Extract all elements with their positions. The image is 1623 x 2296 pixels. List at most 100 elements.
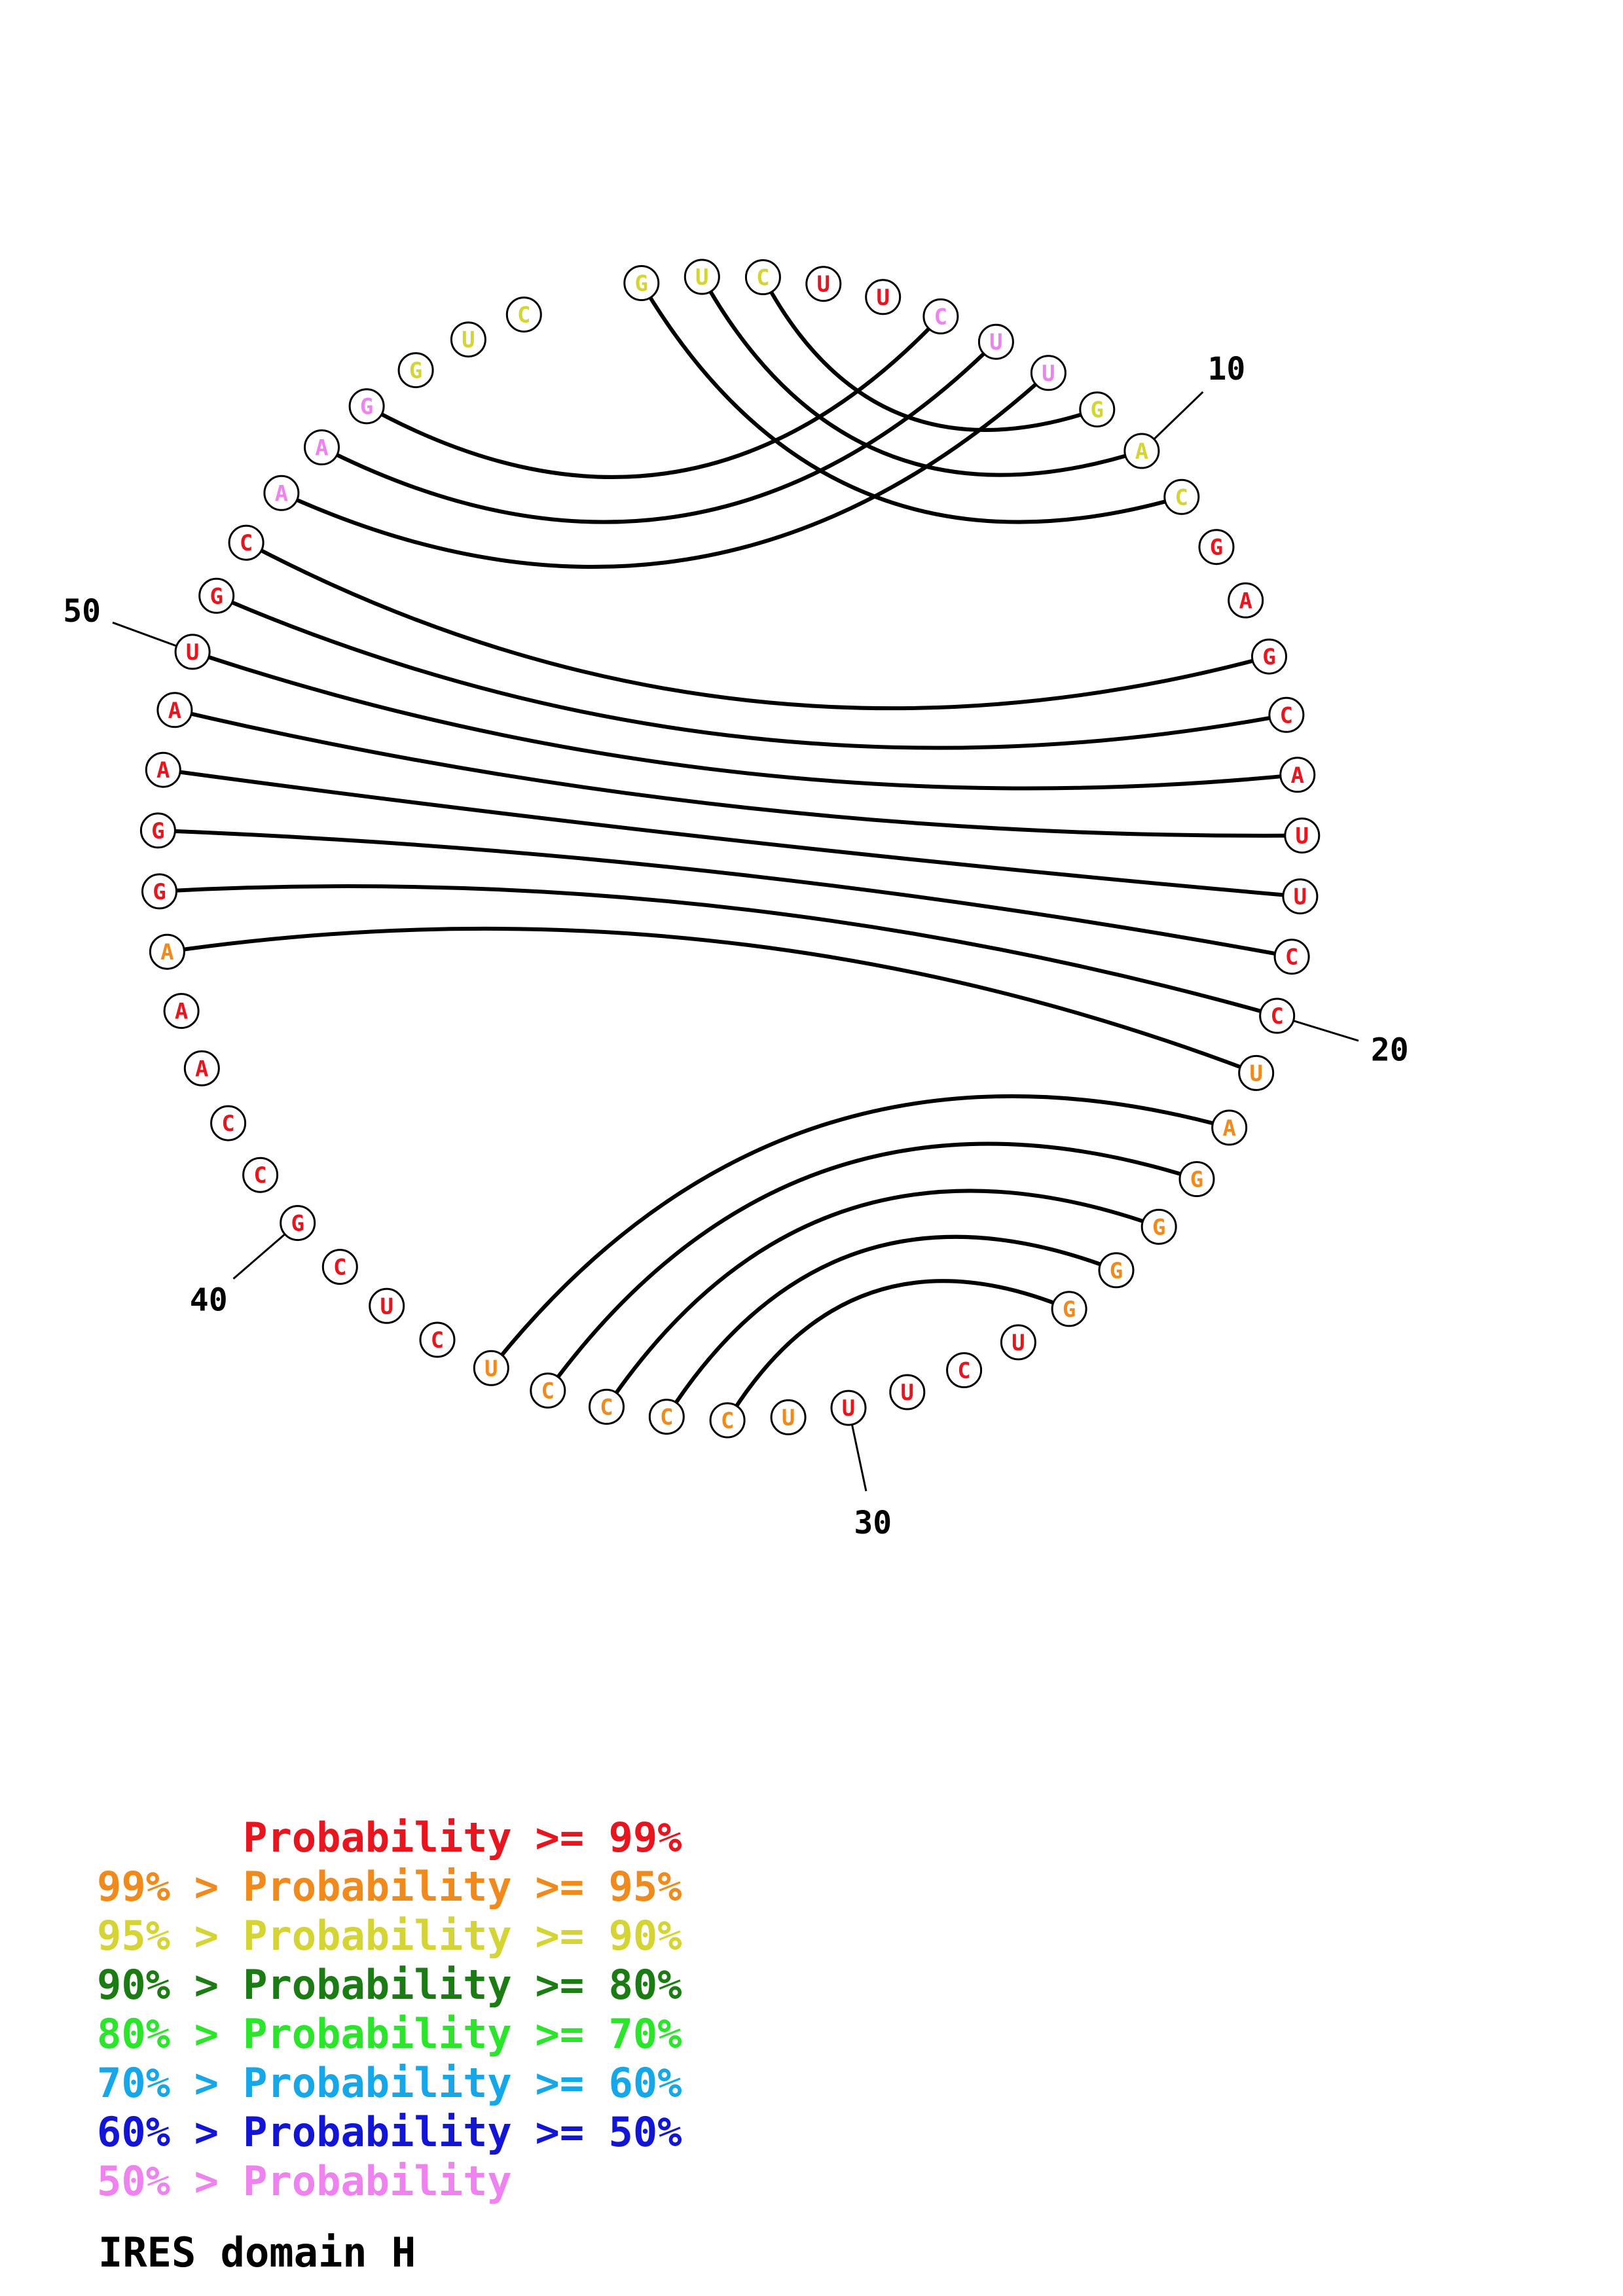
nucleotide-21: U bbox=[1238, 1054, 1275, 1091]
legend-label: Probability bbox=[243, 2059, 512, 2107]
nucleotide-17: U bbox=[1284, 817, 1321, 854]
nucleotide-circle bbox=[1198, 529, 1235, 565]
nucleotide-base: U bbox=[462, 327, 475, 353]
nucleotide-circle bbox=[1123, 433, 1160, 469]
nucleotide-base: G bbox=[153, 879, 166, 905]
nucleotide-base: A bbox=[1239, 588, 1252, 614]
nucleotide-4: U bbox=[805, 266, 842, 302]
nucleotide-49: A bbox=[156, 692, 193, 728]
nucleotide-23: G bbox=[1178, 1161, 1215, 1197]
nucleotide-base: C bbox=[721, 1408, 734, 1434]
nucleotide-circle bbox=[505, 296, 542, 333]
nucleotide-30: U bbox=[830, 1390, 867, 1426]
nucleotide-base: C bbox=[1175, 484, 1188, 511]
legend-lower: 90% bbox=[97, 1961, 170, 2009]
nucleotide-circle bbox=[709, 1402, 746, 1439]
nucleotide-base: G bbox=[1210, 535, 1223, 561]
legend-lower: 60% bbox=[97, 2108, 170, 2156]
nucleotide-circle bbox=[1282, 878, 1319, 915]
nucleotide-circle bbox=[589, 1388, 625, 1425]
nucleotide-circle bbox=[805, 266, 842, 302]
nucleotide-1: G bbox=[623, 265, 660, 301]
nucleotide-circle bbox=[1228, 582, 1264, 619]
nucleotide-base: C bbox=[1270, 1003, 1283, 1030]
base-pair-arc-26-32 bbox=[725, 1279, 1070, 1422]
nucleotide-base: G bbox=[1152, 1214, 1165, 1240]
nucleotide-circle bbox=[648, 1399, 685, 1435]
nucleotide-circle bbox=[1163, 478, 1200, 515]
nucleotide-circle bbox=[1238, 1054, 1275, 1091]
nucleotide-55: G bbox=[348, 388, 385, 425]
nucleotide-circle bbox=[946, 1352, 983, 1388]
nucleotide-50: U bbox=[174, 634, 211, 670]
nucleotide-31: U bbox=[770, 1399, 807, 1435]
nucleotide-circle bbox=[889, 1374, 926, 1410]
nucleotide-base: G bbox=[1063, 1297, 1076, 1323]
nucleotide-2: U bbox=[684, 259, 720, 295]
nucleotide-base: U bbox=[695, 264, 708, 291]
nucleotide-42: C bbox=[210, 1105, 247, 1141]
nucleotide-base: U bbox=[1249, 1060, 1262, 1086]
nucleotide-circle bbox=[1079, 391, 1116, 428]
nucleotide-base: U bbox=[1296, 823, 1309, 850]
legend-op: > bbox=[194, 2108, 219, 2156]
legend-op: > bbox=[194, 1863, 219, 1910]
nucleotide-37: C bbox=[419, 1321, 456, 1358]
position-label-10: 10 bbox=[1208, 351, 1246, 387]
nucleotide-base: U bbox=[380, 1293, 393, 1319]
nucleotide-circles: G U C UUCUUGACGAGCAUUCCUAGGGGUCUUUCCCCUCUCG… bbox=[139, 259, 1321, 1439]
nucleotide-base: C bbox=[957, 1358, 970, 1384]
legend-label: Probability bbox=[243, 1814, 512, 1861]
nucleotide-15: C bbox=[1268, 696, 1305, 733]
nucleotide-circle bbox=[1178, 1161, 1215, 1197]
base-pair-arc-15-51 bbox=[215, 594, 1287, 750]
position-tick-40 bbox=[232, 1233, 286, 1280]
nucleotide-base: U bbox=[782, 1405, 795, 1431]
nucleotide-41: C bbox=[242, 1157, 279, 1193]
nucleotide-39: C bbox=[321, 1249, 358, 1285]
legend-op: > bbox=[194, 1961, 219, 2009]
nucleotide-52: C bbox=[228, 524, 264, 561]
nucleotide-base: C bbox=[240, 530, 253, 556]
nucleotide-circle bbox=[1051, 1291, 1087, 1327]
nucleotide-circle bbox=[263, 475, 300, 511]
nucleotide-32: C bbox=[709, 1402, 746, 1439]
base-pair-arc-17-49 bbox=[174, 708, 1302, 838]
nucleotide-circle bbox=[1268, 696, 1305, 733]
nucleotide-20: C bbox=[1259, 997, 1296, 1034]
nucleotide-base: A bbox=[160, 939, 173, 965]
nucleotide-10: A bbox=[1123, 433, 1160, 469]
nucleotide-circle bbox=[684, 259, 720, 295]
nucleotide-circle bbox=[183, 1050, 220, 1086]
nucleotide-25: G bbox=[1098, 1252, 1135, 1289]
base-pair-arc-19-47 bbox=[158, 828, 1292, 959]
nucleotide-44: A bbox=[163, 993, 200, 1030]
legend-row: 95% > Probability >= 90% bbox=[97, 1911, 682, 1960]
nucleotide-3: C bbox=[744, 259, 781, 295]
nucleotide-base: G bbox=[291, 1211, 304, 1237]
nucleotide-base: C bbox=[600, 1394, 613, 1420]
nucleotide-47: G bbox=[139, 812, 176, 849]
nucleotide-circle bbox=[242, 1157, 279, 1193]
legend-op: > bbox=[194, 2059, 219, 2107]
nucleotide-circle bbox=[977, 323, 1014, 360]
nucleotide-11: C bbox=[1163, 478, 1200, 515]
nucleotide-circle bbox=[865, 279, 902, 315]
nucleotide-base: G bbox=[360, 394, 373, 420]
legend-op: > bbox=[194, 1912, 219, 1960]
nucleotide-18: U bbox=[1282, 878, 1319, 915]
probability-legend: Probability >= 99% 99% > Probability >= 95% 95… bbox=[97, 1813, 682, 2206]
nucleotide-base: U bbox=[817, 272, 830, 298]
nucleotide-circle bbox=[530, 1372, 566, 1409]
nucleotide-base: A bbox=[1291, 762, 1304, 789]
nucleotide-base: U bbox=[901, 1380, 914, 1406]
nucleotide-base: U bbox=[1042, 361, 1055, 387]
legend-label: Probability bbox=[243, 1961, 512, 2009]
nucleotide-base: G bbox=[1110, 1258, 1123, 1284]
nucleotide-34: C bbox=[589, 1388, 625, 1425]
nucleotide-base: A bbox=[175, 999, 188, 1025]
nucleotide-base: G bbox=[409, 358, 422, 384]
nucleotide-base: C bbox=[1285, 944, 1298, 971]
nucleotide-circle bbox=[1273, 939, 1310, 975]
nucleotide-base: U bbox=[1294, 884, 1307, 910]
